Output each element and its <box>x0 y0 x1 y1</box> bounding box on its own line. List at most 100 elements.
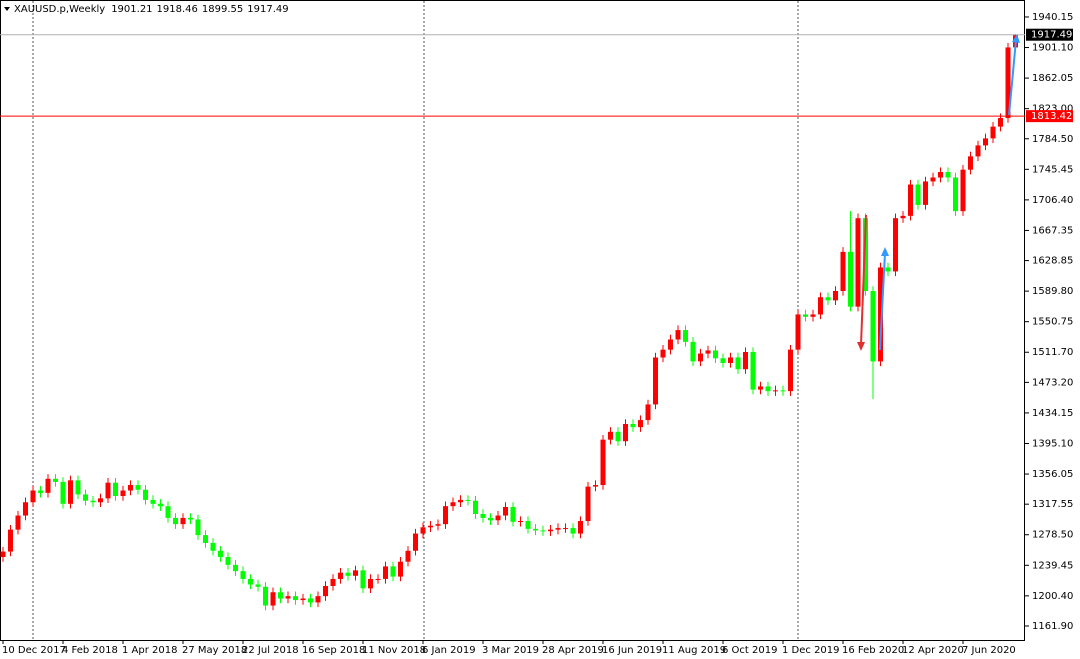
candle-body <box>83 494 88 501</box>
candle-body <box>953 177 958 212</box>
candle-body <box>855 218 861 307</box>
candle-body <box>345 572 351 576</box>
candle-body <box>998 118 1003 127</box>
y-tick-label: 1356.05 <box>1032 469 1073 480</box>
candle-body <box>443 506 448 525</box>
candle-body <box>668 339 673 350</box>
candle-body <box>863 218 868 291</box>
annotations <box>857 34 1020 351</box>
candle-body <box>135 485 141 490</box>
candle-body <box>233 564 238 572</box>
candle-body <box>203 535 208 543</box>
last-low: 1899.55 <box>202 4 243 15</box>
candle-body <box>458 499 463 503</box>
candle-body <box>435 524 441 526</box>
bid-tag <box>1026 28 1073 41</box>
candle-body <box>848 251 853 307</box>
candle-body <box>473 500 478 514</box>
x-tick-label: 16 Sep 2018 <box>302 645 365 656</box>
arrow-head <box>1012 34 1020 43</box>
candle-body <box>188 517 193 520</box>
candle-body <box>833 290 838 301</box>
candle-body <box>578 521 583 534</box>
candle-body <box>353 570 358 576</box>
candle-body <box>158 503 163 507</box>
candle-body <box>338 572 343 579</box>
candle-body <box>225 557 231 565</box>
candle-body <box>360 570 366 589</box>
level-label: 1813.42 <box>1031 111 1072 122</box>
candle-body <box>915 184 921 205</box>
bid-label: 1917.49 <box>1031 30 1072 41</box>
arrow <box>1008 39 1017 116</box>
candle-body <box>765 386 771 392</box>
candle-body <box>930 177 936 182</box>
candle-body <box>165 506 171 518</box>
candle-body <box>825 297 831 301</box>
candle-body <box>885 267 891 272</box>
last-high: 1918.46 <box>157 4 198 15</box>
candle-body <box>180 517 186 525</box>
candle-body <box>248 578 253 585</box>
candle-body <box>128 485 133 491</box>
candle-body <box>750 352 756 390</box>
candle-body <box>383 566 388 579</box>
candle-body <box>210 542 216 551</box>
candle-body <box>368 578 373 589</box>
x-tick-label: 6 Oct 2019 <box>722 645 777 656</box>
y-tick-label: 1862.05 <box>1032 73 1073 84</box>
candle-body <box>465 499 471 501</box>
candle-body <box>98 498 103 503</box>
candle-body <box>1005 47 1011 119</box>
candle-body <box>540 530 546 532</box>
y-tick-label: 1473.20 <box>1032 377 1073 388</box>
candle-body <box>945 172 951 178</box>
candle-body <box>675 330 681 340</box>
dropdown-icon[interactable] <box>4 7 10 11</box>
arrow-head <box>857 342 865 351</box>
candle-body <box>938 172 943 178</box>
level-tag <box>1026 110 1073 123</box>
candle-body <box>615 431 621 442</box>
candle-body <box>780 390 786 392</box>
candle-body <box>585 486 591 522</box>
candle-body <box>240 571 246 579</box>
candle-body <box>683 330 688 342</box>
candle-body <box>735 357 741 370</box>
candle-body <box>270 592 276 606</box>
x-tick-label: 4 Feb 2018 <box>62 645 118 656</box>
candle-body <box>720 358 726 363</box>
plot-frame <box>0 0 1025 641</box>
chart-header: XAUUSD.p,Weekly 1901.21 1918.46 1899.55 1917… <box>14 4 289 15</box>
candle-body <box>405 550 411 562</box>
x-tick-label: 28 Apr 2019 <box>542 645 604 656</box>
candle-body <box>660 349 666 358</box>
y-tick-label: 1511.70 <box>1032 347 1073 358</box>
x-tick-label: 11 Nov 2018 <box>362 645 426 656</box>
candle-body <box>488 517 493 521</box>
last-open: 1901.21 <box>111 4 152 15</box>
candle-body <box>533 528 538 531</box>
candle-body <box>330 578 336 586</box>
candle-body <box>143 489 148 500</box>
candle-body <box>480 513 486 518</box>
y-tick-label: 1706.40 <box>1032 195 1073 206</box>
candle-body <box>623 424 628 442</box>
candles <box>0 33 1018 611</box>
header: XAUUSD.p,Weekly 1901.21 1918.46 1899.55 1917… <box>4 4 289 15</box>
candle-body <box>983 138 988 146</box>
candle-body <box>113 482 118 496</box>
candle-body <box>53 478 58 482</box>
candle-body <box>878 267 883 362</box>
y-tick-label: 1940.15 <box>1032 12 1073 23</box>
candle-body <box>630 424 636 428</box>
candle-body <box>285 596 291 599</box>
candle-body <box>173 517 178 525</box>
candle-body <box>893 218 898 272</box>
candle-body <box>323 585 328 597</box>
y-tick-label: 1200.40 <box>1032 591 1073 602</box>
candle-body <box>68 480 73 504</box>
y-tick-label: 1589.80 <box>1032 286 1073 297</box>
candle-body <box>510 506 516 522</box>
y-tick-label: 1161.90 <box>1032 621 1073 632</box>
